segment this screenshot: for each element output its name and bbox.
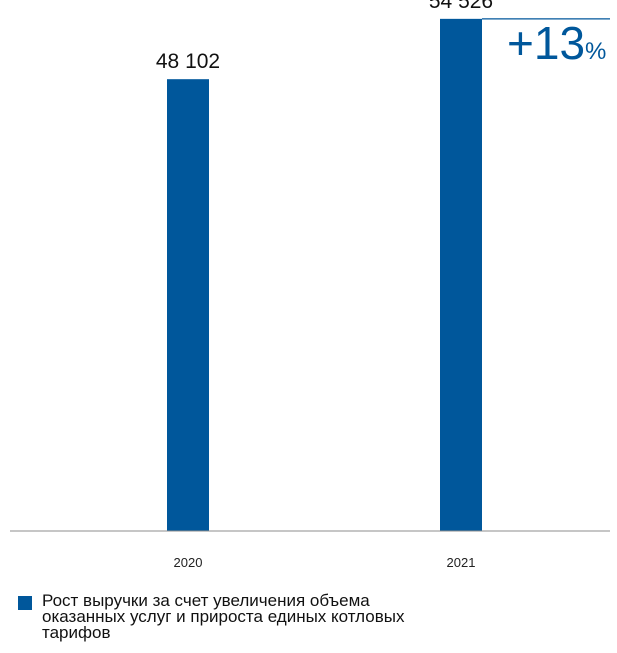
legend-swatch (18, 596, 32, 610)
data-label-2021: 54 526 (429, 0, 493, 13)
bar-2021 (440, 18, 482, 531)
x-axis-ticks: 2020 2021 (174, 555, 476, 570)
bar-2020 (167, 79, 209, 531)
data-label-2020: 48 102 (156, 50, 220, 73)
legend-label: Рост выручки за счет увеличения объема о… (42, 591, 405, 642)
legend: Рост выручки за счет увеличения объема о… (18, 591, 488, 642)
growth-percent-label: +13% (507, 17, 606, 69)
bars-group: 48 102 54 526 (156, 0, 493, 531)
tick-label-2021: 2021 (447, 555, 476, 570)
growth-annotation: +13% (482, 17, 610, 69)
tick-label-2020: 2020 (174, 555, 203, 570)
